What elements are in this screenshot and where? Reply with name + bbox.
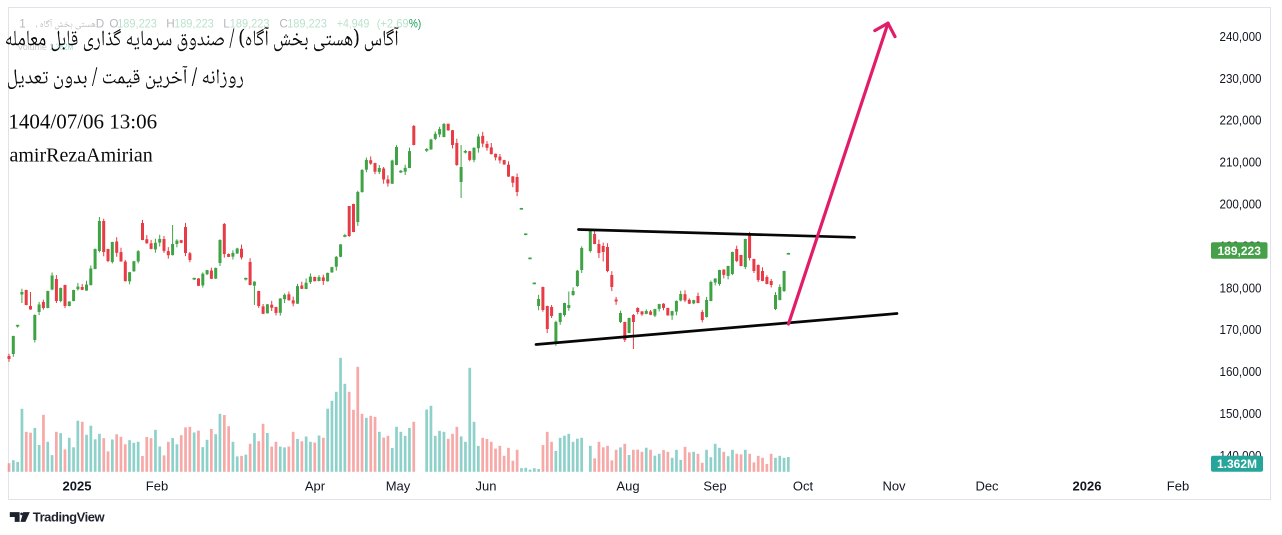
svg-text:2026: 2026: [1073, 479, 1102, 494]
svg-text:May: May: [386, 479, 411, 494]
svg-text:1404/07/06 13:06: 1404/07/06 13:06: [8, 109, 157, 133]
svg-text:Feb: Feb: [146, 479, 168, 494]
svg-text:D: D: [96, 17, 104, 30]
svg-text:160,000: 160,000: [1220, 364, 1262, 379]
svg-text:Sep: Sep: [703, 479, 726, 494]
svg-text:L: L: [223, 17, 230, 30]
svg-text:C: C: [279, 17, 287, 30]
svg-text:1.362M: 1.362M: [50, 42, 74, 53]
svg-text:Feb: Feb: [1167, 479, 1189, 494]
svg-text:170,000: 170,000: [1220, 322, 1262, 337]
svg-text:2025: 2025: [63, 479, 92, 494]
svg-text:220,000: 220,000: [1220, 113, 1262, 128]
svg-text:Volume: Volume: [18, 42, 47, 53]
svg-text:200,000: 200,000: [1220, 197, 1262, 212]
svg-text:189,223: 189,223: [287, 17, 327, 30]
svg-text:(+2.69: (+2.69: [377, 17, 409, 30]
svg-text:189,223: 189,223: [1218, 244, 1262, 258]
svg-text:230,000: 230,000: [1220, 71, 1262, 86]
svg-text:189,223: 189,223: [174, 17, 214, 30]
svg-text:1: 1: [19, 17, 26, 30]
svg-text:+4,949: +4,949: [337, 17, 369, 30]
svg-text:%): %): [409, 17, 421, 30]
svg-text:210,000: 210,000: [1220, 155, 1262, 170]
svg-text:189,223: 189,223: [230, 17, 270, 30]
svg-text:189,223: 189,223: [117, 17, 157, 30]
svg-text:Dec: Dec: [975, 479, 999, 494]
svg-text:180,000: 180,000: [1220, 280, 1262, 295]
svg-text:O: O: [109, 17, 118, 30]
svg-text:150,000: 150,000: [1220, 406, 1262, 421]
svg-text:240,000: 240,000: [1220, 29, 1262, 44]
svg-text:Aug: Aug: [616, 479, 639, 494]
svg-text:amirRezaAmirian: amirRezaAmirian: [10, 145, 153, 167]
svg-text:Oct: Oct: [793, 479, 814, 494]
svg-text:Jun: Jun: [476, 479, 497, 494]
svg-text:Nov: Nov: [882, 479, 906, 494]
svg-text:H: H: [166, 17, 174, 30]
svg-text:1.362M: 1.362M: [1217, 457, 1257, 471]
svg-text:Apr: Apr: [305, 479, 326, 494]
svg-text:TradingView: TradingView: [33, 510, 106, 525]
